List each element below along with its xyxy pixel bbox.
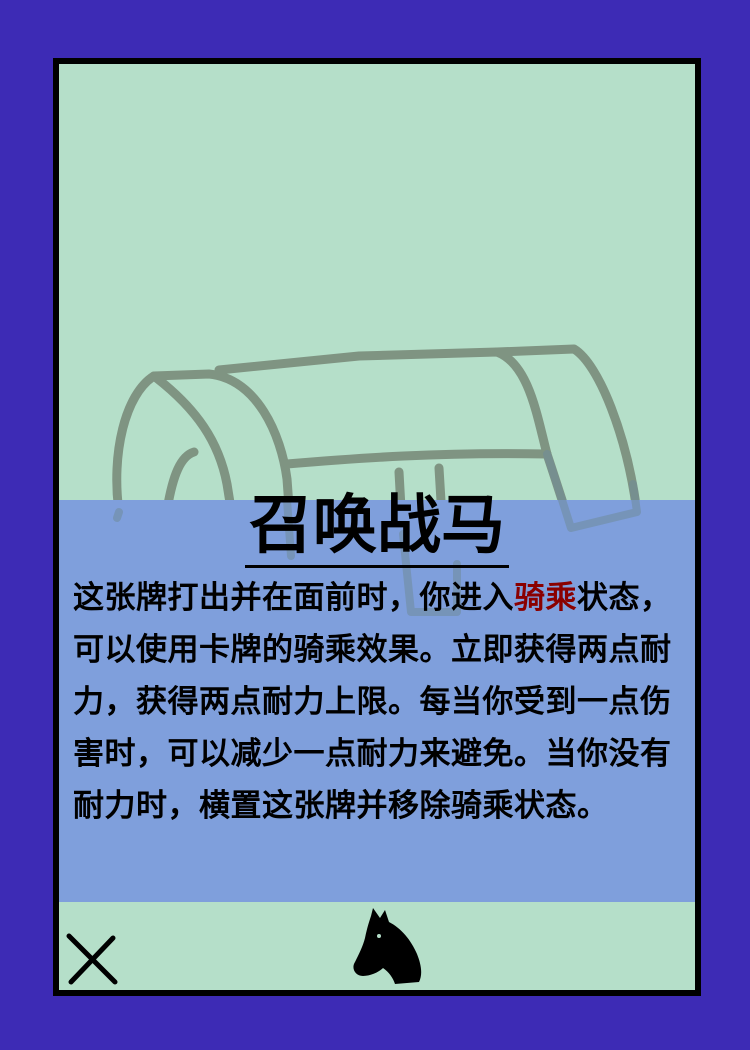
keyword-riding: 骑乘 <box>514 580 577 616</box>
horse-head-icon <box>353 908 422 984</box>
card-title: 召唤战马 <box>59 484 695 568</box>
game-card[interactable]: 召唤战马 这张牌打出并在面前时，你进入骑乘状态，可以使用卡牌的骑乘效果。立即获得… <box>53 58 701 996</box>
card-description: 这张牌打出并在面前时，你进入骑乘状态，可以使用卡牌的骑乘效果。立即获得两点耐力，… <box>73 580 672 824</box>
cross-icon[interactable] <box>63 930 121 988</box>
